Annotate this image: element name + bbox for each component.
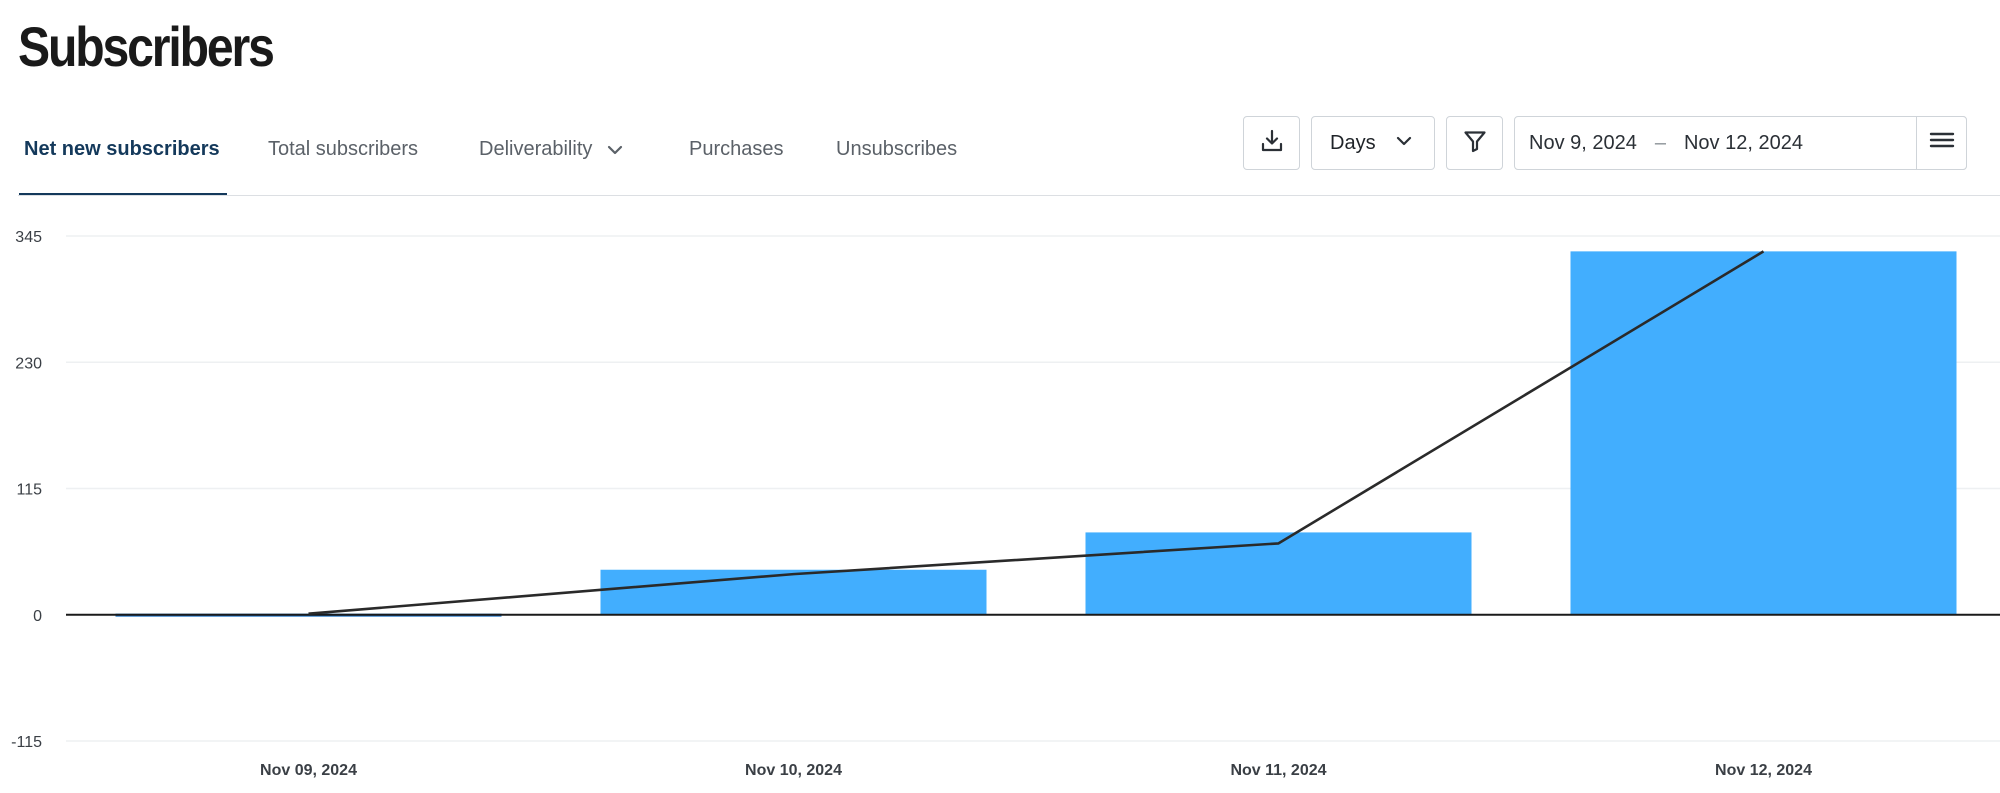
chart-menu-button[interactable] [1916,116,1967,170]
filter-button[interactable] [1446,116,1503,170]
tab-net-new-subscribers[interactable]: Net new subscribers [19,116,227,196]
y-tick-label: 0 [33,608,42,625]
interval-select-value: Days [1330,131,1376,154]
x-tick-label: Nov 11, 2024 [1230,762,1326,779]
interval-select[interactable]: Days [1311,116,1435,170]
date-range-end: Nov 12, 2024 [1683,131,1803,154]
date-range-picker[interactable]: Nov 9, 2024 – Nov 12, 2024 [1514,116,1967,170]
x-tick-label: Nov 10, 2024 [745,762,842,779]
tab-unsubscribes[interactable]: Unsubscribes [836,138,958,160]
tab-purchases[interactable]: Purchases [689,138,784,160]
bar [1570,251,1957,615]
tab-total-subscribers[interactable]: Total subscribers [268,138,419,160]
date-range-separator: – [1654,131,1666,154]
tab-deliverability-label: Deliverability [479,138,593,160]
filter-icon [1462,128,1488,159]
net-new-subscribers-chart: -115 0 115 230 345 Nov 09, 2024 Nov 10, 2024 No… [11,229,2000,779]
y-tick-label: 115 [16,482,42,499]
x-tick-label: Nov 09, 2024 [260,762,357,779]
tab-deliverability[interactable]: Deliverability [479,116,624,196]
download-button[interactable] [1243,116,1300,170]
bar [600,569,987,615]
trend-line [308,250,1765,615]
chevron-down-icon [606,120,624,186]
download-icon [1259,128,1285,159]
y-tick-label: 345 [15,229,42,246]
x-tick-label: Nov 12, 2024 [1715,762,1812,779]
y-tick-label: 230 [15,355,42,372]
bar [1085,532,1472,615]
y-tick-label: -115 [11,734,42,751]
page-title: Subscribers [18,15,275,78]
tabs-divider [18,195,2000,196]
menu-icon [1929,130,1955,156]
chevron-down-icon [1394,131,1414,156]
date-range-start: Nov 9, 2024 [1529,131,1637,154]
